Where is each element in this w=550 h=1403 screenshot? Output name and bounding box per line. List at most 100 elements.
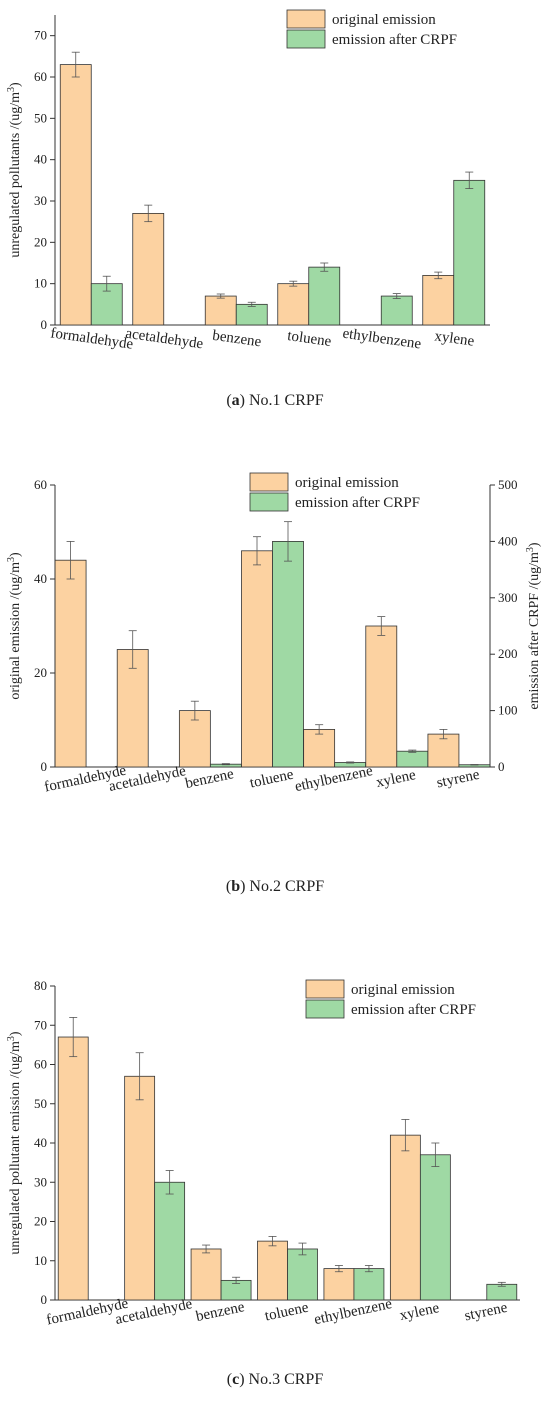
caption-b-text: No.2 CRPF	[249, 878, 325, 895]
y-right-tick-label: 200	[498, 646, 518, 661]
chart-c: 0 10 20 30 40 50 60 70 80 unregulated pollutant e…	[6, 978, 520, 1329]
bar-original	[323, 1268, 355, 1301]
bar-original	[204, 295, 237, 326]
bar-original	[59, 64, 92, 326]
caption-c: (c) No.3 CRPF	[226, 1371, 324, 1388]
caption-b: (b) No.2 CRPF	[225, 878, 325, 895]
x-tick-label: benzene	[184, 766, 236, 792]
legend-swatch	[286, 9, 326, 29]
y-tick-label: 30	[34, 193, 47, 208]
bar-original	[57, 1036, 89, 1301]
legend-label: emission after CRPF	[332, 32, 457, 48]
caption-b-letter: b	[231, 878, 241, 895]
y-tick-label: 40	[34, 1135, 47, 1150]
y-tick-label: 40	[34, 152, 47, 167]
x-tick-label: ethylbenzene	[313, 1296, 394, 1328]
caption-c-letter: c	[232, 1371, 240, 1388]
caption-a: (a) No.1 CRPF	[226, 392, 324, 409]
y-tick-label: 10	[34, 1253, 47, 1268]
chart-b: 0 20 40 60 0 100 200 300 400 500 emission after CR…	[6, 472, 543, 796]
bar-after	[272, 541, 304, 768]
chart-panel-b: 0 20 40 60 0 100 200 300 400 500 emission after CR…	[0, 468, 550, 878]
y-tick-label: 0	[41, 1292, 48, 1307]
y-axis-label: original emission /(ug/m3)	[6, 552, 24, 700]
x-tick-label: xylene	[398, 1300, 441, 1324]
y-right-tick-label: 100	[498, 703, 518, 718]
chart-a: 0 10 20 30 40 50 60 70 unregulated pollutants /(…	[6, 9, 490, 353]
x-tick-label: styrene	[463, 1300, 509, 1325]
bar-after	[419, 1154, 451, 1301]
bar-original	[132, 212, 165, 326]
bar-after	[396, 750, 429, 768]
legend-label: emission after CRPF	[351, 1002, 476, 1018]
bar-original	[190, 1248, 222, 1301]
bar-original	[427, 733, 460, 768]
legend-label: original emission	[295, 475, 399, 491]
y-right-tick-label: 0	[498, 759, 505, 774]
chart-panel-a: 0 10 20 30 40 50 60 70 unregulated pollutants /(…	[0, 0, 550, 380]
bar-after	[287, 1248, 318, 1301]
legend-swatch	[286, 29, 326, 49]
y-tick-label: 60	[34, 69, 47, 84]
x-tick-label: toluene	[248, 767, 295, 792]
y-tick-label: 70	[34, 28, 47, 43]
bar-after	[90, 283, 123, 326]
legend-swatch	[305, 999, 345, 1019]
x-tick-label: ethylbenzene	[342, 326, 423, 353]
y-right-tick-label: 500	[498, 477, 518, 492]
x-tick-label: benzene	[211, 328, 262, 351]
bar-original	[389, 1134, 421, 1301]
y-tick-label: 20	[34, 234, 47, 249]
y-tick-label: 60	[34, 1057, 47, 1072]
bar-original	[422, 274, 455, 326]
bar-after	[308, 266, 341, 326]
y-axis-label: unregulated pollutant emission /(ug/m3)	[6, 1031, 24, 1254]
bar-original	[303, 728, 336, 768]
bar-original	[241, 550, 273, 768]
bar-original	[54, 559, 87, 768]
x-tick-label: xylene	[375, 767, 418, 791]
y-tick-label: 70	[34, 1017, 47, 1032]
y-tick-label: 10	[34, 276, 47, 291]
bar-original	[277, 283, 310, 326]
legend-label: original emission	[351, 982, 455, 998]
y-tick-label: 60	[34, 477, 47, 492]
bar-original	[116, 649, 149, 768]
x-tick-label: acetaldehyde	[124, 326, 204, 353]
bar-original	[124, 1075, 156, 1301]
y-tick-label: 50	[34, 110, 47, 125]
caption-a-text: No.1 CRPF	[248, 392, 324, 409]
bar-after	[453, 179, 486, 326]
y-tick-label: 50	[34, 1096, 47, 1111]
caption-c-text: No.3 CRPF	[248, 1371, 324, 1388]
y-tick-label: 80	[34, 978, 47, 993]
bar-after	[154, 1181, 186, 1301]
legend-swatch	[249, 492, 289, 512]
x-tick-label: toluene	[286, 328, 332, 350]
y-tick-label: 30	[34, 1174, 47, 1189]
x-tick-label: ethylbenzene	[293, 763, 374, 795]
legend: original emission emission after CRPF	[286, 9, 457, 49]
x-tick-label: xylene	[433, 328, 475, 349]
y-right-tick-label: 300	[498, 590, 518, 605]
bar-after	[380, 295, 413, 326]
y-tick-label: 20	[34, 665, 47, 680]
caption-a-letter: a	[231, 392, 240, 409]
y-right-tick-label: 400	[498, 533, 518, 548]
legend-label: emission after CRPF	[295, 495, 420, 511]
x-tick-label: styrene	[435, 767, 481, 792]
y-tick-label: 40	[34, 571, 47, 586]
bar-after	[235, 303, 268, 326]
chart-panel-c: 0 10 20 30 40 50 60 70 80 unregulated pollutant e…	[0, 965, 550, 1365]
legend-swatch	[249, 472, 289, 492]
legend-label: original emission	[332, 12, 436, 28]
bar-original	[257, 1240, 288, 1301]
x-tick-label: toluene	[263, 1300, 310, 1325]
y-tick-label: 0	[41, 317, 48, 332]
y-axis-right-label: emission after CRPF /(ug/m3)	[525, 542, 543, 710]
y-axis-label: unregulated pollutants /(ug/m3)	[6, 82, 24, 258]
y-tick-label: 20	[34, 1214, 47, 1229]
bar-original	[365, 625, 398, 768]
legend-swatch	[305, 979, 345, 999]
legend: original emission emission after CRPF	[305, 979, 476, 1019]
